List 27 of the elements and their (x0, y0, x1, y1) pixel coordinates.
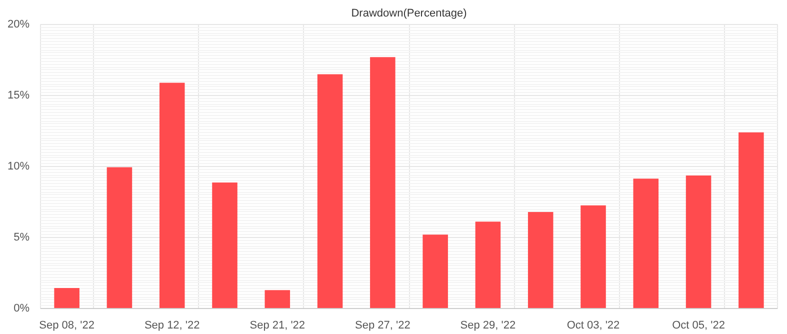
bar (686, 175, 712, 308)
bar (422, 234, 448, 308)
bar (264, 290, 290, 308)
y-tick-label: 0% (14, 302, 30, 314)
bar (580, 205, 606, 308)
chart-title: Drawdown(Percentage) (351, 8, 467, 20)
y-tick-label: 10% (7, 160, 30, 172)
bar (106, 167, 132, 308)
bar (370, 57, 396, 308)
x-tick-label: Sep 12, '22 (144, 320, 200, 332)
bar (54, 288, 80, 308)
x-tick-label: Oct 03, '22 (566, 320, 620, 332)
x-tick-label: Sep 21, '22 (250, 320, 306, 332)
y-tick-label: 20% (7, 18, 30, 30)
x-tick-label: Sep 08, '22 (39, 320, 94, 332)
bar (475, 222, 501, 308)
y-tick-label: 5% (14, 232, 30, 244)
x-tick-label: Oct 05, '22 (672, 320, 725, 332)
bar (317, 74, 343, 308)
bar (528, 212, 554, 308)
bar (633, 178, 659, 308)
x-tick-label: Sep 29, '22 (460, 320, 516, 332)
y-tick-label: 15% (7, 90, 30, 102)
bar (738, 132, 764, 308)
bar (159, 82, 185, 308)
bar (212, 182, 238, 308)
x-tick-label: Sep 27, '22 (355, 320, 410, 332)
